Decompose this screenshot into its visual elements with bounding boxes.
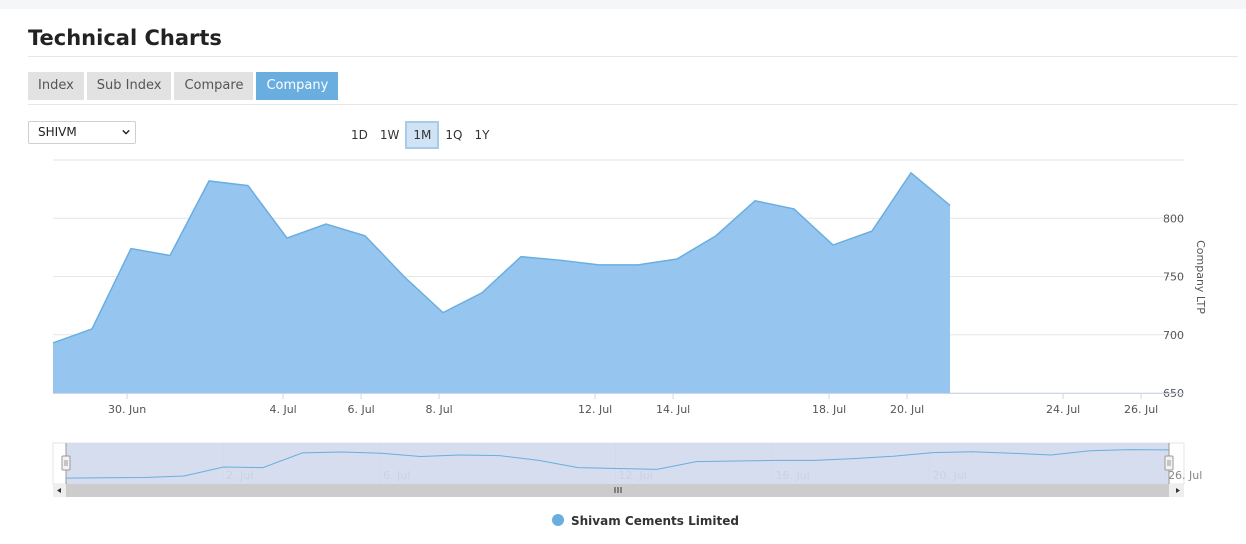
range-1q-button[interactable]: 1Q [445, 128, 463, 142]
x-tick-label: 6. Jul [347, 403, 374, 416]
x-tick-label: 20. Jul [890, 403, 924, 416]
navigator-scrollbar[interactable] [53, 484, 1184, 497]
tab-company[interactable]: Company [256, 72, 339, 100]
tab-compare[interactable]: Compare [174, 72, 254, 100]
range-1m-button[interactable]: 1M [405, 121, 440, 149]
x-tick-label: 4. Jul [269, 403, 296, 416]
navigator-right-handle[interactable] [1164, 455, 1174, 471]
price-area-series[interactable] [53, 172, 950, 393]
tab-sub-index[interactable]: Sub Index [86, 72, 172, 100]
y-tick-label: 800 [1163, 212, 1184, 225]
x-tick-label: 24. Jul [1046, 403, 1080, 416]
x-tick-label: 12. Jul [578, 403, 612, 416]
x-tick-label: 26. Jul [1124, 403, 1158, 416]
x-tick-label: 14. Jul [656, 403, 690, 416]
company-select-value: SHIVM [38, 125, 77, 139]
range-1d-button[interactable]: 1D [351, 128, 368, 142]
navigator-series-line [65, 449, 1170, 479]
range-1y-button[interactable]: 1Y [474, 128, 490, 142]
range-1w-button[interactable]: 1W [379, 128, 400, 142]
legend-label[interactable]: Shivam Cements Limited [571, 514, 739, 528]
x-axis: 30. Jun 4. Jul 6. Jul 8. Jul 12. Jul 14. Jul 1… [53, 393, 1184, 416]
navigator-selection[interactable] [66, 443, 1169, 484]
title-divider [28, 56, 1238, 57]
scroll-right-icon[interactable] [1176, 488, 1180, 493]
x-tick-label: 8. Jul [425, 403, 452, 416]
navigator-tick-label: 26. Jul [1168, 469, 1202, 482]
chart-tabs: Index Sub Index Compare Company [28, 72, 339, 100]
x-tick-label: 18. Jul [812, 403, 846, 416]
price-area-outline [52, 171, 951, 344]
scroll-left-icon[interactable] [57, 488, 61, 493]
legend-marker [552, 514, 564, 526]
legend[interactable]: Shivam Cements Limited [552, 514, 739, 528]
company-select[interactable]: SHIVM [28, 121, 136, 144]
chevron-down-icon [122, 129, 130, 135]
navigator-left-handle[interactable] [61, 455, 71, 471]
y-axis-title: Company LTP [1194, 240, 1207, 314]
page-title: Technical Charts [28, 26, 222, 50]
tab-index[interactable]: Index [28, 72, 84, 100]
y-tick-label: 700 [1163, 329, 1184, 342]
x-tick-label: 30. Jun [108, 403, 146, 416]
range-selector: 1D 1W 1M 1Q 1Y [345, 121, 495, 149]
tabs-divider [28, 104, 1238, 105]
y-tick-label: 750 [1163, 271, 1184, 284]
